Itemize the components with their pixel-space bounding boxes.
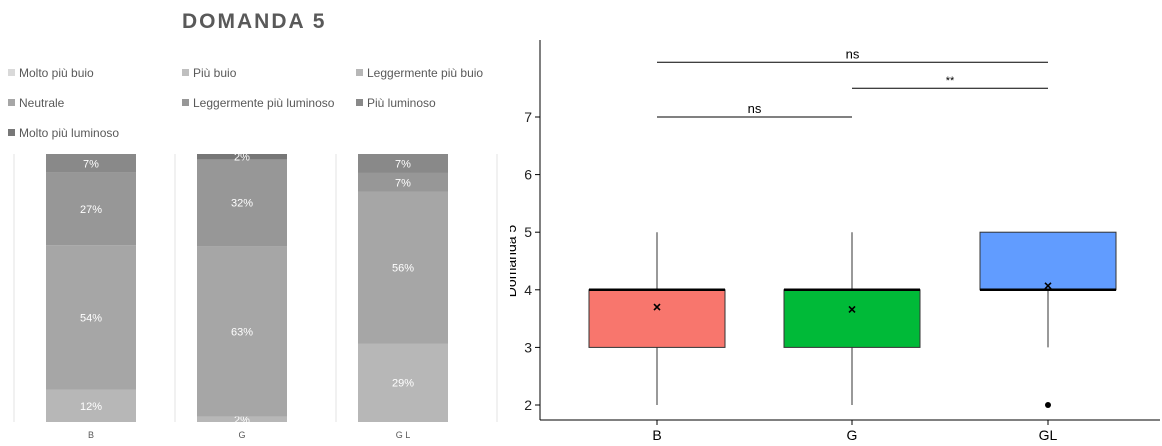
- bar-segment: [46, 245, 136, 390]
- legend-label: Più luminoso: [367, 96, 436, 110]
- data-label: 27%: [80, 204, 102, 216]
- bar-segment: [197, 246, 287, 417]
- legend-swatch: [182, 99, 189, 106]
- legend-label: Leggermente più luminoso: [193, 96, 335, 110]
- legend-label: Leggermente più buio: [367, 66, 484, 80]
- mean-marker: [1044, 282, 1052, 290]
- y-tick-label: 5: [524, 224, 532, 240]
- bar-segment: [197, 154, 287, 160]
- data-label: 32%: [231, 198, 253, 210]
- box-plot: 2 3 4 5 6 7 Domanda 5 B G GL ns ** ns: [503, 40, 1160, 443]
- data-label: 2%: [234, 152, 250, 164]
- legend-swatch: [356, 69, 363, 76]
- legend-swatch: [8, 99, 15, 106]
- data-label: 56%: [392, 263, 414, 275]
- x-tick-label: G L: [396, 430, 411, 440]
- data-label: 0%: [83, 144, 99, 156]
- data-label: 63%: [231, 326, 253, 338]
- outlier-point: [1045, 402, 1051, 408]
- data-label: 7%: [83, 158, 99, 170]
- bar-segment: [358, 191, 448, 344]
- significance-label: ns: [748, 101, 762, 116]
- stacked-bar-chart: DOMANDA 5 Molto più buio Più buio Leggerme…: [0, 0, 510, 441]
- y-tick-label: 4: [524, 282, 532, 298]
- legend-item: Più luminoso: [356, 96, 436, 110]
- x-tick-label: G: [847, 427, 858, 441]
- significance-label: **: [946, 75, 955, 87]
- legend-item: Molto più buio: [8, 66, 94, 80]
- bar-segment: [358, 154, 448, 173]
- bar-segment: [46, 172, 136, 246]
- data-label: 29%: [392, 378, 414, 390]
- legend-item: Neutrale: [8, 96, 64, 110]
- y-tick-label: 7: [524, 109, 532, 125]
- chart-title: DOMANDA 5: [182, 10, 327, 33]
- y-tick-label: 6: [524, 167, 532, 183]
- data-label: 54%: [80, 312, 102, 324]
- y-tick-label: 3: [524, 339, 532, 355]
- legend-label: Molto più luminoso: [19, 126, 120, 140]
- legend-label: Neutrale: [19, 96, 65, 110]
- box: [783, 289, 921, 348]
- legend-swatch: [182, 69, 189, 76]
- legend-label: Molto più buio: [19, 66, 94, 80]
- x-tick-label: GL: [1039, 427, 1058, 441]
- bar-segment: [358, 172, 448, 192]
- legend-swatch: [8, 69, 15, 76]
- bar-segment: [358, 343, 448, 422]
- data-label: 2%: [234, 414, 250, 426]
- data-label: 0%: [395, 144, 411, 156]
- stacked-bar-plot: 0%12%54%27%7%0%B2%63%32%2%G0%29%56%7%7%0…: [13, 144, 498, 440]
- bar-segment: [46, 154, 136, 173]
- y-tick-label: 2: [524, 397, 532, 413]
- x-tick-label: B: [88, 430, 94, 440]
- legend-item: Più buio: [182, 66, 236, 80]
- bar-segment: [197, 159, 287, 247]
- legend-label: Più buio: [193, 66, 237, 80]
- significance-label: ns: [846, 46, 860, 61]
- box: [588, 289, 726, 348]
- data-label: 12%: [80, 401, 102, 413]
- data-label: 7%: [395, 158, 411, 170]
- data-label: 7%: [395, 177, 411, 189]
- y-axis-label: Domanda 5: [510, 225, 519, 298]
- legend-item: Molto più luminoso: [8, 126, 119, 140]
- mean-marker: [848, 305, 856, 313]
- bar-segment: [197, 416, 287, 422]
- x-tick-label: B: [652, 427, 661, 441]
- legend-item: Leggermente più buio: [356, 66, 483, 80]
- bar-segment: [46, 389, 136, 422]
- mean-marker: [653, 303, 661, 311]
- box-plot-chart: 2 3 4 5 6 7 Domanda 5 B G GL ns ** ns: [503, 0, 1162, 443]
- legend-swatch: [8, 129, 15, 136]
- legend-swatch: [356, 99, 363, 106]
- x-tick-label: G: [238, 430, 245, 440]
- box: [979, 231, 1117, 291]
- legend-item: Leggermente più luminoso: [182, 96, 334, 110]
